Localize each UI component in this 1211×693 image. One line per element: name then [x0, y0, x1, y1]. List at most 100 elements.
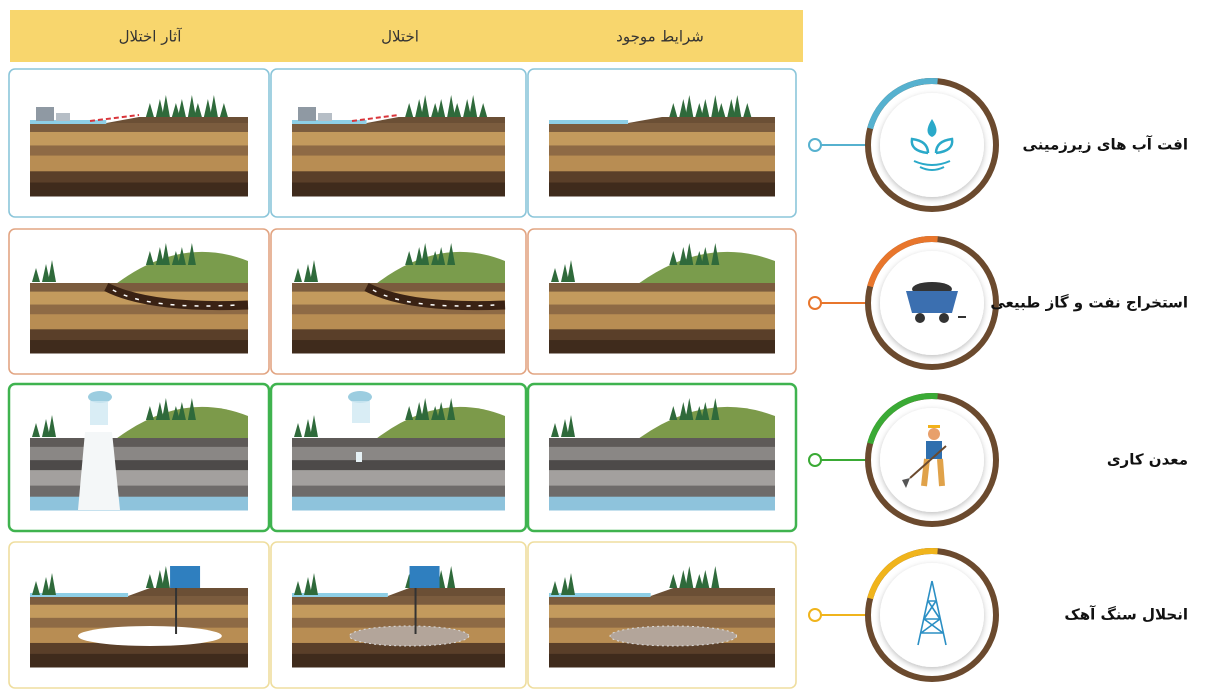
building: [36, 107, 54, 121]
ground-layer: [549, 283, 775, 292]
drill-rig: [410, 566, 440, 588]
cell: [271, 542, 526, 688]
drill-rig: [170, 566, 200, 588]
ground-layer: [549, 497, 775, 511]
ground-layer: [549, 447, 775, 461]
ground-layer: [30, 329, 248, 340]
ground-layer: [292, 460, 505, 470]
ground-layer: [292, 605, 505, 619]
ground-layer: [549, 183, 775, 197]
ground-layer: [292, 145, 505, 156]
icon: [939, 313, 949, 323]
ground-layer: [292, 340, 505, 353]
ground-layer: [30, 183, 248, 197]
column-header: شرایط موجود: [616, 28, 704, 46]
connector-dot: [809, 609, 821, 621]
ground-layer: [292, 654, 505, 668]
cavity: [350, 626, 469, 646]
ground-layer: [292, 183, 505, 197]
ground-layer: [30, 123, 248, 132]
ground-layer: [30, 460, 248, 470]
row-label: انحلال سنگ آهک: [1064, 606, 1188, 624]
cell: [271, 384, 526, 531]
cell: [528, 384, 796, 531]
ground-layer: [549, 329, 775, 340]
connector-dot: [809, 139, 821, 151]
ground-layer: [30, 596, 248, 605]
ground-layer: [30, 605, 248, 619]
ground-layer: [30, 156, 248, 172]
ground-layer: [549, 171, 775, 183]
ground-layer: [292, 447, 505, 461]
ground-layer: [292, 283, 505, 292]
cell: [9, 229, 269, 374]
cavity: [610, 626, 737, 646]
icon: [928, 428, 940, 440]
ground-layer: [292, 314, 505, 330]
ground-layer: [30, 486, 248, 498]
cell: [528, 229, 796, 374]
ground-layer: [30, 438, 248, 447]
ground-layer: [549, 145, 775, 156]
cavity: [78, 626, 222, 646]
ground-layer: [549, 132, 775, 146]
ground-layer: [549, 654, 775, 668]
ground-layer: [549, 605, 775, 619]
cell: [528, 69, 796, 217]
building: [318, 113, 332, 121]
icon: [906, 291, 958, 313]
icon: [928, 425, 940, 428]
ground-layer: [292, 596, 505, 605]
column-header: اختلال: [381, 28, 419, 46]
ground-layer: [549, 438, 775, 447]
cell: [9, 69, 269, 217]
ground-layer: [549, 486, 775, 498]
surface-water: [549, 120, 628, 124]
ground-layer: [292, 123, 505, 132]
ground-layer: [549, 292, 775, 305]
ground-layer: [292, 470, 505, 486]
column-header: آثار اختلال: [119, 28, 183, 46]
ground-layer: [549, 460, 775, 470]
ground-layer: [30, 283, 248, 292]
icon: [915, 313, 925, 323]
ground-layer: [30, 497, 248, 511]
ground-layer: [549, 470, 775, 486]
row-label: معدن کاری: [1107, 451, 1188, 469]
rain: [352, 401, 370, 423]
row-label: افت آب های زیرزمینی: [1023, 136, 1188, 154]
ground-layer: [292, 132, 505, 146]
ground-layer: [292, 486, 505, 498]
cell: [271, 229, 526, 374]
ground-layer: [549, 123, 775, 132]
ground-layer: [549, 314, 775, 330]
ground-layer: [30, 132, 248, 146]
ground-layer: [549, 305, 775, 315]
connector-dot: [809, 297, 821, 309]
cell: [271, 69, 526, 217]
ground-layer: [292, 156, 505, 172]
ground-layer: [30, 470, 248, 486]
ground-layer: [292, 171, 505, 183]
icon-disc: [880, 563, 984, 667]
ground-layer: [292, 438, 505, 447]
building: [56, 113, 70, 121]
icon-disc: [880, 93, 984, 197]
row-label: استخراج نفت و گاز طبیعی: [990, 294, 1188, 312]
ground-layer: [292, 497, 505, 511]
ground-layer: [30, 145, 248, 156]
ground-layer: [549, 596, 775, 605]
rain: [90, 401, 108, 425]
cell: [9, 384, 269, 531]
ground-layer: [30, 654, 248, 668]
ground-layer: [30, 314, 248, 330]
ground-layer: [549, 156, 775, 172]
ground-layer: [30, 340, 248, 353]
cell: [528, 542, 796, 688]
cell: [9, 542, 269, 688]
infographic: آثار اختلال اختلال شرایط موجود افت آب ها…: [0, 0, 1211, 689]
building: [298, 107, 316, 121]
ground-layer: [292, 329, 505, 340]
ground-layer: [30, 171, 248, 183]
ground-layer: [549, 340, 775, 353]
